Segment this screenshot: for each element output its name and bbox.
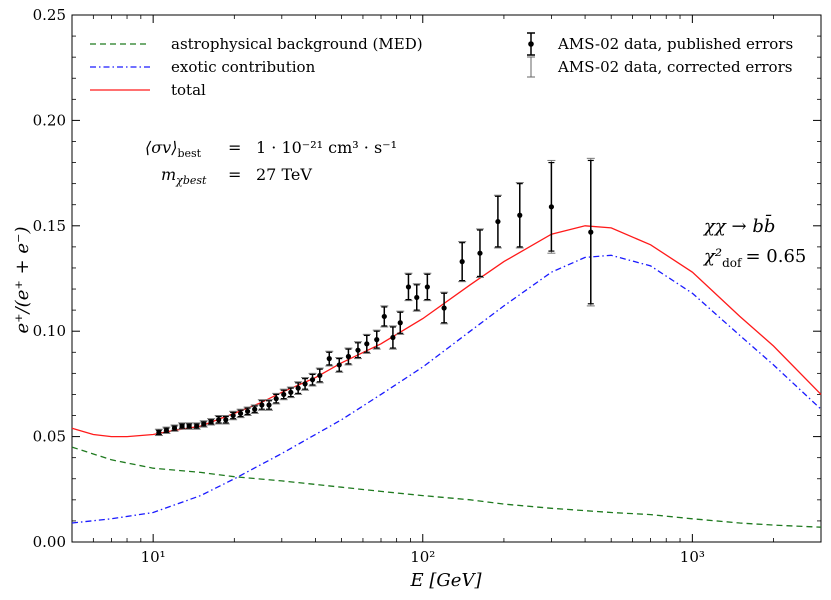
data-point xyxy=(405,284,412,290)
axis-ticks: 0.00 0.05 0.10 0.15 0.20 0.25 10¹ 10² 10³ xyxy=(33,6,821,566)
curves xyxy=(71,225,822,528)
data-point xyxy=(244,408,251,414)
sigma-v-equals: = xyxy=(228,138,241,157)
data-point xyxy=(223,417,229,423)
legend-label-corrected: AMS-02 data, corrected errors xyxy=(557,58,792,76)
data-point xyxy=(288,389,294,395)
y-axis-label: e⁺/(e⁺ + e⁻) xyxy=(12,226,33,333)
data-point xyxy=(309,377,316,383)
legend-label-published: AMS-02 data, published errors xyxy=(557,35,793,53)
mass-equals: = xyxy=(228,165,241,184)
series-line-background xyxy=(71,446,822,528)
data-point xyxy=(414,294,420,301)
data-point xyxy=(216,417,222,423)
x-tick-label: 10¹ xyxy=(141,548,166,566)
data-point xyxy=(230,412,236,419)
legend: astrophysical background (MED) exotic co… xyxy=(90,32,793,99)
data-point xyxy=(208,419,214,425)
data-point xyxy=(252,406,258,412)
data-point xyxy=(345,353,352,360)
data-point xyxy=(424,284,430,290)
y-tick-label: 0.05 xyxy=(33,428,66,446)
legend-label-background: astrophysical background (MED) xyxy=(171,35,423,53)
data-point xyxy=(259,402,265,408)
mass-value: 27 TeV xyxy=(256,165,312,184)
data-point xyxy=(179,423,185,429)
data-point xyxy=(548,204,554,210)
data-point xyxy=(495,218,501,225)
channel-annotation: χχ → bb̄ χ²dof = 0.65 xyxy=(702,213,806,270)
mass-symbol: m xyxy=(161,165,176,184)
data-point xyxy=(390,334,396,341)
data-point xyxy=(355,347,361,353)
data-point xyxy=(588,229,594,235)
data-point xyxy=(381,313,387,320)
data-point xyxy=(237,410,244,417)
data-point xyxy=(336,362,342,368)
legend-label-total: total xyxy=(171,81,206,99)
data-point xyxy=(317,372,323,379)
chi2-subscript: dof xyxy=(722,256,743,270)
x-tick-label: 10² xyxy=(410,548,435,566)
y-tick-label: 0.25 xyxy=(33,6,66,24)
data-point xyxy=(517,212,523,218)
legend-label-exotic: exotic contribution xyxy=(171,58,316,76)
mass-subscript: χbest xyxy=(175,174,207,187)
data-point xyxy=(459,259,465,265)
data-point xyxy=(201,421,207,427)
chi2-label: χ²dof = 0.65 xyxy=(702,246,806,270)
series-line-exotic xyxy=(71,254,822,524)
legend-marker-published-point xyxy=(528,41,534,47)
best-fit-annotation: ⟨σv⟩best = 1 · 10⁻²¹ cm³ · s⁻¹ mχbest = … xyxy=(145,138,397,187)
series-line-total xyxy=(71,225,822,438)
y-tick-label: 0.00 xyxy=(33,533,66,551)
data-points xyxy=(154,157,595,437)
mass-label: mχbest xyxy=(161,165,207,187)
data-point xyxy=(477,250,483,256)
y-tick-label: 0.10 xyxy=(33,322,66,340)
data-point xyxy=(302,381,308,387)
x-axis-label: E [GeV] xyxy=(410,570,483,591)
data-point xyxy=(441,305,447,311)
data-point xyxy=(186,423,192,429)
data-point xyxy=(194,423,200,429)
y-tick-label: 0.20 xyxy=(33,111,66,129)
data-point xyxy=(156,429,162,435)
sigma-v-label: ⟨σv⟩best xyxy=(145,138,202,160)
y-tick-label: 0.15 xyxy=(33,217,66,235)
x-tick-label: 10³ xyxy=(680,548,705,566)
data-point xyxy=(163,427,170,433)
channel-label: χχ → bb̄ xyxy=(702,213,775,237)
sigma-v-subscript: best xyxy=(177,147,201,160)
data-point xyxy=(295,385,301,391)
plot-frame xyxy=(71,14,822,543)
data-point xyxy=(364,341,370,347)
data-point xyxy=(326,356,332,362)
sigma-v-symbol: ⟨σv⟩ xyxy=(145,138,177,157)
data-point xyxy=(171,425,178,431)
data-point xyxy=(273,396,279,402)
sigma-v-value: 1 · 10⁻²¹ cm³ · s⁻¹ xyxy=(256,138,397,157)
data-point xyxy=(374,337,380,343)
chi2-value: = 0.65 xyxy=(745,246,806,267)
chi2-symbol: χ² xyxy=(702,246,722,267)
data-point xyxy=(266,402,272,408)
data-point xyxy=(281,391,287,398)
data-point xyxy=(397,320,403,326)
